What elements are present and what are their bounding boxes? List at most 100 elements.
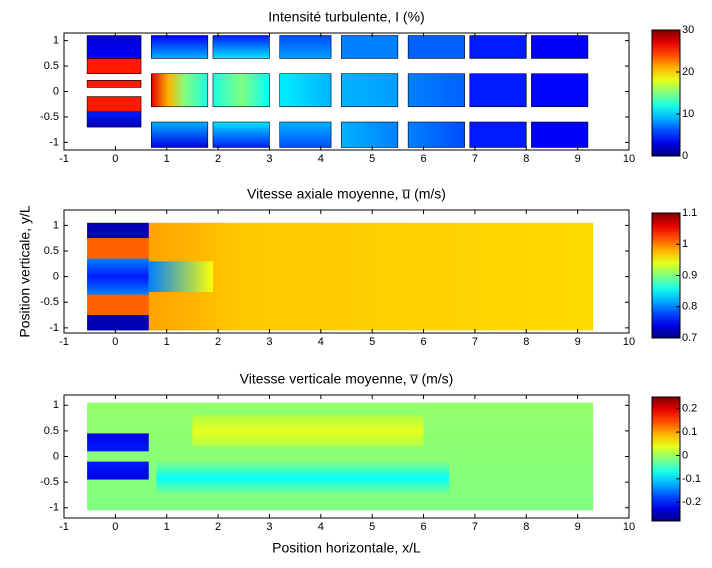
colorbar-tick-label: 0.1 [682, 426, 697, 438]
colorbar-tick-label: 0.2 [682, 403, 697, 415]
colorbar-tick-label: 1.1 [682, 207, 697, 219]
colorbar-tick-label: 10 [682, 108, 694, 120]
field-patch [212, 35, 270, 59]
x-tick-label: 7 [472, 521, 478, 533]
x-tick-label: 0 [112, 336, 118, 348]
field-patch [341, 35, 399, 59]
field-patch [279, 121, 332, 148]
x-tick-label: 10 [623, 521, 635, 533]
field-patch [212, 121, 270, 148]
x-tick-label: 4 [318, 521, 324, 533]
colorbar-tick-label: 0 [682, 449, 688, 461]
x-tick-label: 5 [369, 153, 375, 165]
x-tick-label: 5 [369, 521, 375, 533]
field-patch [279, 35, 332, 59]
x-tick-label: 7 [472, 153, 478, 165]
field-patch [531, 35, 589, 59]
x-tick-label: 3 [266, 521, 272, 533]
x-tick-label: 4 [318, 153, 324, 165]
colorbar-tick-label: 0.9 [682, 269, 697, 281]
y-tick-label: 0.5 [44, 425, 59, 437]
field-patch [87, 238, 149, 259]
x-tick-label: 3 [266, 153, 272, 165]
x-tick-label: 2 [215, 153, 221, 165]
field-patch [87, 433, 149, 452]
x-tick-label: 1 [164, 336, 170, 348]
y-tick-label: -1 [49, 502, 59, 514]
x-tick-label: 8 [523, 153, 529, 165]
x-tick-label: 5 [369, 336, 375, 348]
field-patch [531, 121, 589, 148]
colorbar-tick-label: 30 [682, 24, 694, 36]
y-tick-label: 0 [53, 271, 59, 283]
y-tick-label: 0.5 [44, 245, 59, 257]
colorbar [651, 212, 681, 339]
field-patch [87, 315, 149, 331]
field-patch [87, 258, 149, 295]
y-tick-label: -1 [49, 322, 59, 334]
field-patch [469, 73, 527, 108]
x-tick-label: -1 [59, 521, 69, 533]
x-tick-label: 0 [112, 521, 118, 533]
field-patch [341, 121, 399, 148]
field-patch [151, 35, 209, 59]
x-tick-label: 8 [523, 521, 529, 533]
field-patch [156, 461, 450, 495]
field-patch [407, 73, 465, 108]
field-patch [279, 73, 332, 108]
colorbar-tick-label: 20 [682, 66, 694, 78]
field-patch [87, 294, 149, 316]
field-patch [86, 111, 142, 128]
x-tick-label: 6 [420, 153, 426, 165]
field-patch [86, 58, 142, 74]
y-tick-label: -0.5 [40, 111, 59, 123]
colorbar-tick-label: 0 [682, 150, 688, 162]
x-tick-label: 2 [215, 336, 221, 348]
field-patch [151, 73, 209, 108]
x-tick-label: 1 [164, 521, 170, 533]
x-tick-label: 6 [420, 336, 426, 348]
x-tick-label: 3 [266, 336, 272, 348]
colorbar-tick-label: 0.7 [682, 332, 697, 344]
x-axis-label: Position horizontale, x/L [272, 540, 421, 556]
field-patch [148, 261, 213, 292]
field-patch [469, 121, 527, 148]
colorbar-tick-label: -0.2 [682, 496, 701, 508]
axes-frame [63, 209, 630, 334]
field-patch [341, 73, 399, 108]
y-tick-label: 1 [53, 219, 59, 231]
x-tick-label: 6 [420, 521, 426, 533]
x-tick-label: 10 [623, 153, 635, 165]
field-patch [407, 35, 465, 59]
field-patch [469, 35, 527, 59]
field-patch [86, 96, 142, 113]
chart-title: Intensité turbulente, I (%) [268, 9, 424, 25]
colorbar-tick-label: 1 [682, 238, 688, 250]
chart-title: Vitesse verticale moyenne, v̅ (m/s) [240, 371, 454, 387]
colorbar-tick-label: 0.8 [682, 301, 697, 313]
y-tick-label: -0.5 [40, 476, 59, 488]
colorbar [651, 29, 681, 157]
y-tick-label: -1 [49, 136, 59, 148]
field-patch [192, 415, 424, 447]
x-tick-label: 9 [575, 521, 581, 533]
chart-title: Vitesse axiale moyenne, u̅ (m/s) [247, 186, 446, 202]
field-patch [86, 35, 142, 59]
x-tick-label: 8 [523, 336, 529, 348]
x-tick-label: 1 [164, 153, 170, 165]
field-patch [407, 121, 465, 148]
x-tick-label: 0 [112, 153, 118, 165]
x-tick-label: 4 [318, 336, 324, 348]
y-tick-label: 0 [53, 450, 59, 462]
field-patch [87, 461, 149, 480]
x-tick-label: 2 [215, 521, 221, 533]
field-patch [531, 73, 589, 108]
colorbar [651, 396, 681, 522]
y-tick-label: 0 [53, 85, 59, 97]
y-tick-label: 1 [53, 35, 59, 47]
y-tick-label: 0.5 [44, 60, 59, 72]
field-patch [86, 80, 142, 88]
colorbar-tick-label: -0.1 [682, 473, 701, 485]
x-tick-label: 7 [472, 336, 478, 348]
